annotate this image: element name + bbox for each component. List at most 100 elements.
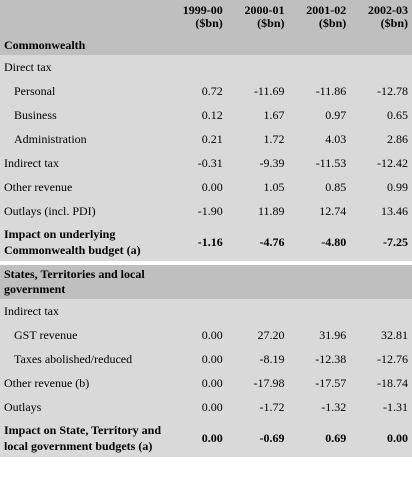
section-cell	[288, 265, 351, 299]
header-cell	[0, 0, 165, 36]
section-cell	[165, 265, 227, 299]
cell-empty	[350, 55, 412, 79]
row-label: Impact on underlying Commonwealth budget…	[0, 223, 165, 261]
cell-value: -8.19	[226, 347, 289, 371]
cell-empty	[226, 55, 289, 79]
header-row: 1999-00 ($bn) 2000-01 ($bn) 2001-02 ($bn) 2002…	[0, 0, 412, 36]
section-title: States, Territories and local government	[0, 265, 165, 299]
cell-value: 0.00	[165, 347, 227, 371]
cell-value: 0.99	[350, 175, 412, 199]
column-unit: ($bn)	[318, 16, 347, 30]
table-row: Outlays (incl. PDI) -1.90 11.89 12.74 13.46	[0, 199, 412, 223]
cell-value: -17.57	[288, 371, 351, 395]
section-cell	[165, 36, 227, 55]
column-header: 2002-03 ($bn)	[350, 0, 412, 36]
cell-empty	[226, 299, 289, 323]
row-label: Direct tax	[0, 55, 165, 79]
column-unit: ($bn)	[257, 16, 285, 30]
section-cell	[350, 265, 412, 299]
cell-value: 1.05	[226, 175, 289, 199]
section-cell	[288, 36, 351, 55]
table-row: Other revenue (b) 0.00 -17.98 -17.57 -18.74	[0, 371, 412, 395]
row-label: Outlays	[0, 395, 165, 419]
cell-value: -18.74	[350, 371, 412, 395]
cell-value: 0.00	[165, 419, 227, 457]
table-row: Indirect tax	[0, 299, 412, 323]
cell-value: 0.69	[288, 419, 351, 457]
cell-value: -9.39	[226, 151, 289, 175]
section-cell	[226, 36, 289, 55]
sub-row: Taxes abolished/reduced 0.00 -8.19 -12.38 -1…	[0, 347, 412, 371]
table-row: Indirect tax -0.31 -9.39 -11.53 -12.42	[0, 151, 412, 175]
cell-empty	[165, 55, 227, 79]
row-label: Personal	[0, 79, 165, 103]
section-gap	[0, 261, 412, 265]
cell-empty	[288, 55, 351, 79]
table-row: Other revenue 0.00 1.05 0.85 0.99	[0, 175, 412, 199]
cell-value: 27.20	[226, 323, 289, 347]
column-year: 2002-03	[368, 3, 408, 17]
sub-row: Personal 0.72 -11.69 -11.86 -12.78	[0, 79, 412, 103]
section-title-row: Commonwealth	[0, 36, 412, 55]
column-header: 2001-02 ($bn)	[288, 0, 351, 36]
row-label: GST revenue	[0, 323, 165, 347]
cell-value: -0.31	[165, 151, 227, 175]
cell-value: 0.00	[350, 419, 412, 457]
column-year: 2000-01	[244, 3, 285, 17]
cell-value: -4.76	[226, 223, 289, 261]
cell-value: 4.03	[288, 127, 351, 151]
section-cell	[350, 36, 412, 55]
cell-value: -7.25	[350, 223, 412, 261]
cell-value: -12.76	[350, 347, 412, 371]
cell-value: -1.31	[350, 395, 412, 419]
cell-value: 0.97	[288, 103, 351, 127]
cell-value: -11.53	[288, 151, 351, 175]
total-row: Impact on State, Territory and local gov…	[0, 419, 412, 457]
cell-value: 32.81	[350, 323, 412, 347]
budget-table: 1999-00 ($bn) 2000-01 ($bn) 2001-02 ($bn) 2002…	[0, 0, 412, 457]
row-label: Other revenue	[0, 175, 165, 199]
row-label: Administration	[0, 127, 165, 151]
cell-value: 1.67	[226, 103, 289, 127]
cell-value: -17.98	[226, 371, 289, 395]
row-label: Indirect tax	[0, 151, 165, 175]
cell-value: -1.16	[165, 223, 227, 261]
table-body: 1999-00 ($bn) 2000-01 ($bn) 2001-02 ($bn) 2002…	[0, 0, 412, 457]
cell-value: -11.69	[226, 79, 289, 103]
sub-row: Administration 0.21 1.72 4.03 2.86	[0, 127, 412, 151]
row-label: Business	[0, 103, 165, 127]
cell-value: -12.38	[288, 347, 351, 371]
table-row: Outlays 0.00 -1.72 -1.32 -1.31	[0, 395, 412, 419]
row-label: Other revenue (b)	[0, 371, 165, 395]
row-label: Impact on State, Territory and local gov…	[0, 419, 165, 457]
cell-value: -4.80	[288, 223, 351, 261]
sub-row: Business 0.12 1.67 0.97 0.65	[0, 103, 412, 127]
cell-value: 0.85	[288, 175, 351, 199]
cell-value: 0.00	[165, 371, 227, 395]
column-header: 2000-01 ($bn)	[226, 0, 289, 36]
cell-value: -1.90	[165, 199, 227, 223]
cell-value: -11.86	[288, 79, 351, 103]
cell-empty	[288, 299, 351, 323]
cell-value: -12.78	[350, 79, 412, 103]
cell-value: 12.74	[288, 199, 351, 223]
section-cell	[226, 265, 289, 299]
column-unit: ($bn)	[195, 16, 223, 30]
cell-value: 0.72	[165, 79, 227, 103]
gap-cell	[0, 261, 412, 265]
cell-value: 0.65	[350, 103, 412, 127]
column-year: 2001-02	[306, 3, 347, 17]
cell-empty	[350, 299, 412, 323]
cell-value: 0.12	[165, 103, 227, 127]
cell-value: -0.69	[226, 419, 289, 457]
table-row: Direct tax	[0, 55, 412, 79]
cell-value: 13.46	[350, 199, 412, 223]
column-unit: ($bn)	[380, 16, 408, 30]
total-row: Impact on underlying Commonwealth budget…	[0, 223, 412, 261]
column-header: 1999-00 ($bn)	[165, 0, 227, 36]
cell-value: -1.32	[288, 395, 351, 419]
section-title: Commonwealth	[0, 36, 165, 55]
cell-empty	[165, 299, 227, 323]
row-label: Outlays (incl. PDI)	[0, 199, 165, 223]
